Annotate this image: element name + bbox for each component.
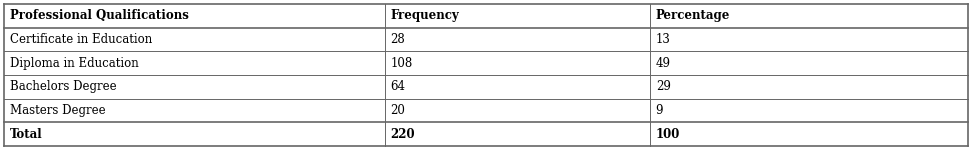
Text: 49: 49 xyxy=(656,57,671,70)
Text: 20: 20 xyxy=(391,104,405,117)
Text: 220: 220 xyxy=(391,128,415,141)
Text: 64: 64 xyxy=(391,80,405,93)
Text: 29: 29 xyxy=(656,80,671,93)
Text: Diploma in Education: Diploma in Education xyxy=(10,57,139,70)
Text: Masters Degree: Masters Degree xyxy=(10,104,105,117)
Text: Total: Total xyxy=(10,128,43,141)
Text: 108: 108 xyxy=(391,57,413,70)
Text: Professional Qualifications: Professional Qualifications xyxy=(10,9,189,22)
Text: 100: 100 xyxy=(656,128,680,141)
Text: Bachelors Degree: Bachelors Degree xyxy=(10,80,117,93)
Text: Percentage: Percentage xyxy=(656,9,730,22)
Text: 13: 13 xyxy=(656,33,671,46)
Text: Frequency: Frequency xyxy=(391,9,460,22)
Text: 28: 28 xyxy=(391,33,405,46)
Text: 9: 9 xyxy=(656,104,663,117)
Text: Certificate in Education: Certificate in Education xyxy=(10,33,152,46)
